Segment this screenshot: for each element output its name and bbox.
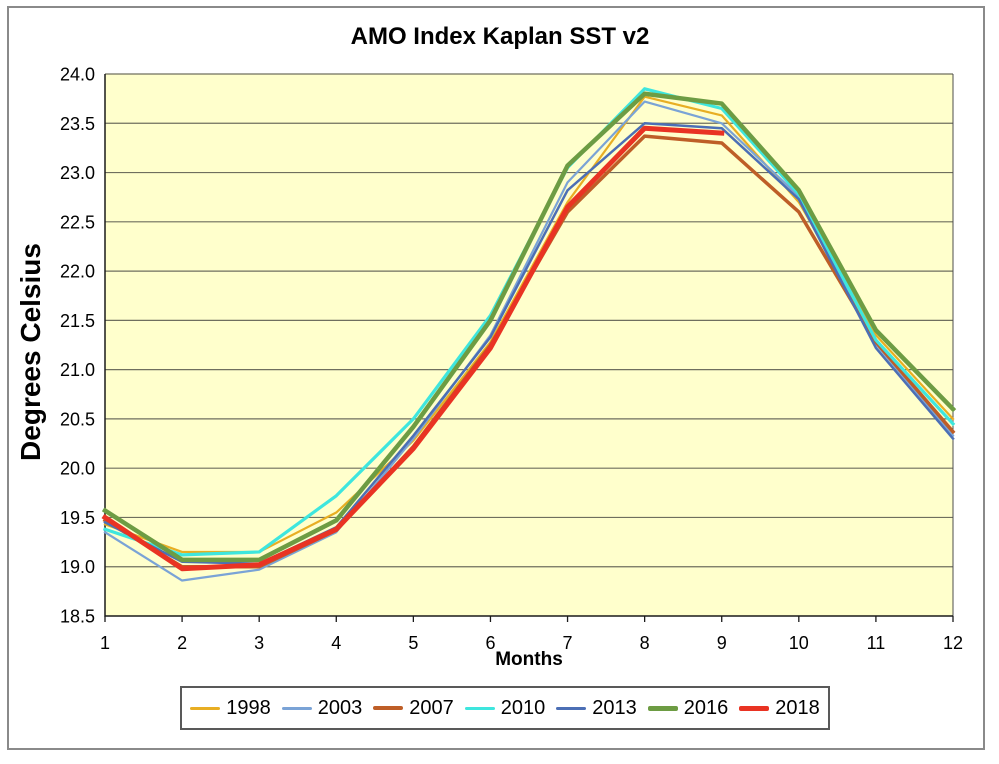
y-tick-label: 24.0 bbox=[60, 65, 95, 85]
legend-item-2003: 2003 bbox=[281, 697, 363, 719]
y-tick-label: 20.5 bbox=[60, 409, 95, 429]
legend-label: 1998 bbox=[226, 697, 271, 719]
legend-swatch-2007 bbox=[373, 706, 404, 710]
x-tick-label: 10 bbox=[789, 633, 809, 653]
x-tick-label: 9 bbox=[717, 633, 727, 653]
legend-label: 2013 bbox=[592, 697, 637, 719]
legend-swatch-2016 bbox=[647, 705, 678, 711]
legend-label: 2007 bbox=[409, 697, 454, 719]
y-tick-label: 20.0 bbox=[60, 459, 95, 479]
legend-item-1998: 1998 bbox=[190, 698, 271, 718]
x-tick-label: 3 bbox=[254, 633, 264, 653]
y-tick-label: 19.0 bbox=[60, 557, 95, 577]
legend-label: 2010 bbox=[500, 697, 546, 719]
legend-item-2010: 2010 bbox=[464, 697, 546, 719]
legend-swatch-2003 bbox=[281, 706, 312, 710]
y-tick-label: 23.5 bbox=[60, 114, 95, 134]
y-tick-label: 18.5 bbox=[60, 607, 95, 627]
series-line-2016 bbox=[101, 91, 957, 563]
series-line-2018 bbox=[101, 125, 725, 572]
legend-item-2016: 2016 bbox=[647, 697, 729, 719]
chart-window-frame bbox=[7, 6, 985, 750]
legend-box: 1998 2003 2007 2010 2013 2016 2018 bbox=[180, 686, 830, 730]
y-axis-title: Degrees Celsius bbox=[15, 243, 46, 461]
x-tick-label: 7 bbox=[563, 633, 573, 653]
legend-swatch-1998 bbox=[190, 706, 221, 710]
legend-item-2007: 2007 bbox=[373, 698, 454, 718]
x-tick-label: 1 bbox=[100, 633, 110, 653]
x-tick-label: 8 bbox=[640, 633, 650, 653]
x-tick-label: 12 bbox=[943, 633, 963, 653]
chart-title: AMO Index Kaplan SST v2 bbox=[350, 23, 650, 50]
x-tick-label: 11 bbox=[867, 633, 886, 653]
x-tick-label: 5 bbox=[408, 633, 418, 653]
legend-swatch-2010 bbox=[464, 706, 495, 710]
x-tick-label: 4 bbox=[331, 633, 341, 653]
y-tick-label: 21.5 bbox=[60, 311, 95, 331]
y-tick-label: 23.0 bbox=[60, 163, 95, 183]
y-tick-label: 22.0 bbox=[60, 262, 95, 282]
legend-label: 2003 bbox=[317, 697, 363, 719]
x-tick-label: 6 bbox=[485, 633, 495, 653]
legend-swatch-2013 bbox=[556, 706, 587, 710]
y-tick-label: 19.5 bbox=[60, 508, 95, 528]
y-tick-label: 21.0 bbox=[60, 360, 95, 380]
x-tick-label: 2 bbox=[177, 633, 187, 653]
legend-item-2013: 2013 bbox=[556, 698, 637, 718]
legend-label: 2018 bbox=[775, 697, 820, 719]
y-tick-label: 22.5 bbox=[60, 212, 95, 232]
x-axis-title: Months bbox=[495, 649, 563, 670]
axis-lines bbox=[104, 74, 953, 617]
legend-item-2018: 2018 bbox=[739, 698, 820, 718]
legend-label: 2016 bbox=[683, 697, 729, 719]
legend-swatch-2018 bbox=[739, 705, 770, 711]
plot-area bbox=[105, 74, 953, 616]
